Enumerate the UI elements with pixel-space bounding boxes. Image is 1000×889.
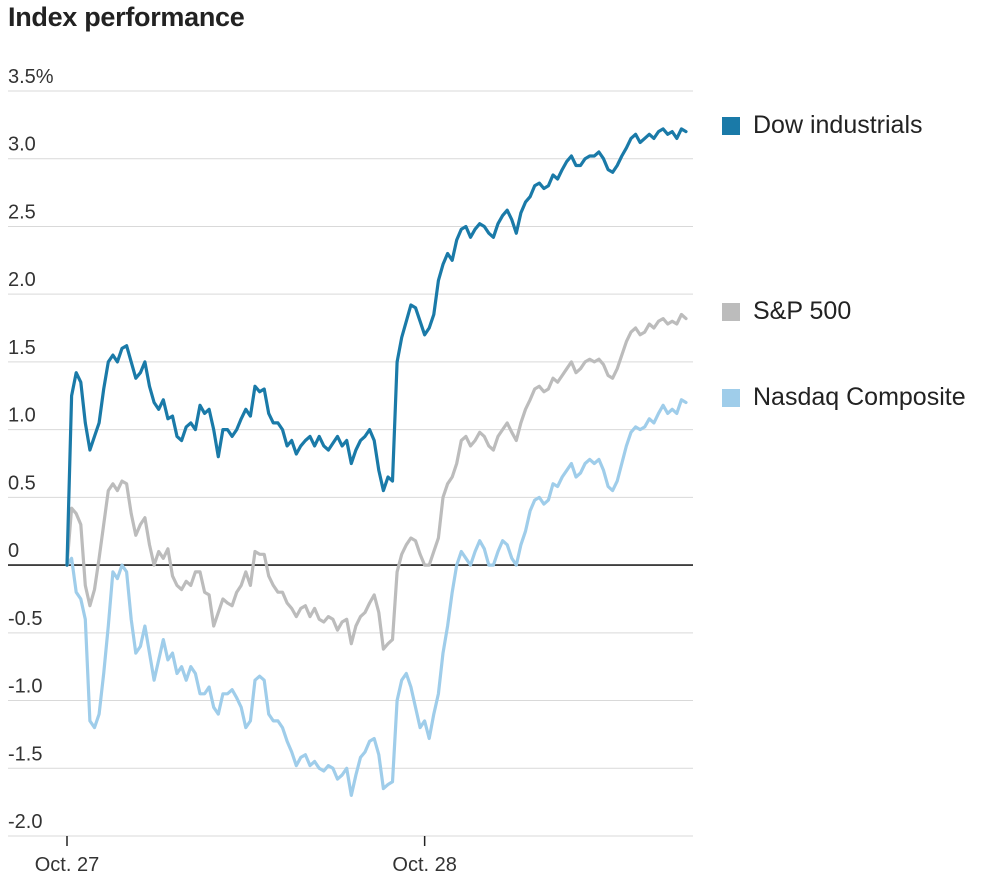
x-tick-label: Oct. 28 [392, 854, 456, 876]
series-line-nasdaq-composite [65, 398, 688, 797]
legend-swatch-dow [722, 116, 740, 135]
y-tick-label: 3.5% [8, 66, 54, 88]
x-tick-label: Oct. 27 [35, 854, 99, 876]
y-tick-label: 3.0 [8, 134, 36, 156]
legend-label-dow: Dow industrials [753, 111, 923, 139]
series-lines [65, 127, 688, 797]
y-tick-label: 0 [8, 540, 19, 562]
legend-item-sp500[interactable]: S&P 500 [722, 297, 851, 326]
y-tick-label: 2.0 [8, 269, 36, 291]
legend-label-nasdaq: Nasdaq Composite [753, 383, 966, 411]
legend-label-sp500: S&P 500 [753, 297, 852, 325]
y-tick-label: 1.5 [8, 337, 36, 359]
legend-swatch-sp500 [722, 302, 740, 321]
y-tick-label: 0.5 [8, 472, 36, 494]
y-tick-label: 1.0 [8, 405, 36, 427]
y-tick-label: -1.5 [8, 743, 42, 765]
legend-swatch-nasdaq [722, 388, 740, 407]
y-tick-label: -1.0 [8, 676, 42, 698]
series-line-s-p-500 [65, 312, 688, 651]
y-tick-label: -0.5 [8, 608, 42, 630]
legend-item-nasdaq[interactable]: Nasdaq Composite [722, 383, 966, 412]
x-axis-ticks: Oct. 27 Oct. 28 [35, 836, 457, 876]
series-line-dow-industrials [65, 127, 688, 567]
y-tick-label: -2.0 [8, 811, 42, 833]
chart-title: Index performance [8, 2, 245, 32]
legend-item-dow[interactable]: Dow industrials [722, 111, 923, 140]
y-axis-ticks: 3.5% 3.0 2.5 2.0 1.5 1.0 0.5 0 -0.5 -1.0 -1.5 -2.0 [8, 66, 54, 833]
y-tick-label: 2.5 [8, 201, 36, 223]
